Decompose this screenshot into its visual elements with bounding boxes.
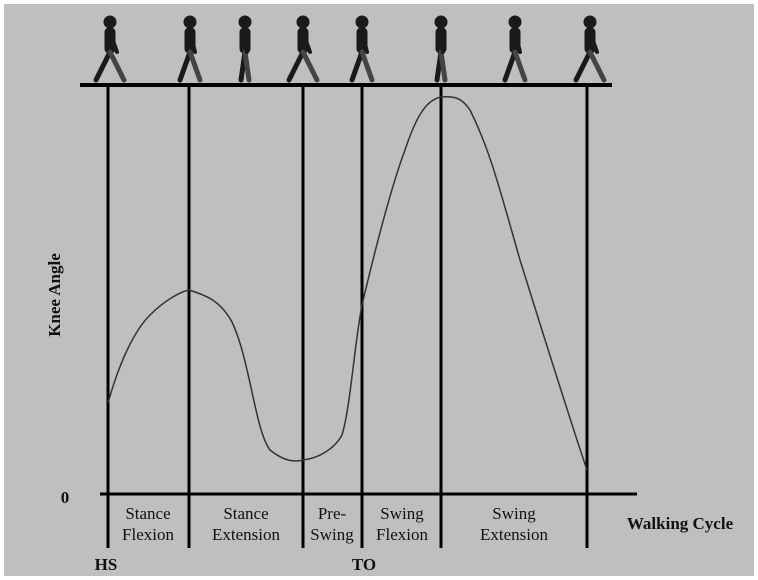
phase-label: Stance: [223, 504, 268, 523]
event-label: HS: [95, 555, 118, 574]
phase-label: Swing: [492, 504, 536, 523]
walker-part: [441, 32, 443, 52]
walker-part: [509, 16, 521, 28]
walker-part: [184, 16, 196, 28]
walker-part: [584, 16, 596, 28]
walker-part: [245, 32, 247, 52]
phase-label: Flexion: [122, 525, 174, 544]
phase-label: Stance: [125, 504, 170, 523]
event-label: TO: [352, 555, 376, 574]
walker-part: [435, 16, 447, 28]
phase-label: Swing: [310, 525, 354, 544]
zero-label: 0: [61, 488, 70, 507]
walker-part: [356, 16, 368, 28]
x-axis-label: Walking Cycle: [627, 514, 734, 533]
walker-part: [104, 16, 116, 28]
diagram: Knee Angle 0 Walking Cycle Stance Flexio…: [0, 0, 758, 580]
phase-label: Extension: [480, 525, 548, 544]
phase-label: Extension: [212, 525, 280, 544]
walker-part: [239, 16, 251, 28]
walker-part: [297, 16, 309, 28]
phase-label: Swing: [380, 504, 424, 523]
phase-label: Flexion: [376, 525, 428, 544]
background: [4, 4, 754, 576]
y-axis-label: Knee Angle: [45, 253, 64, 337]
phase-label: Pre-: [318, 504, 347, 523]
page: Knee Angle 0 Walking Cycle Stance Flexio…: [0, 0, 758, 580]
